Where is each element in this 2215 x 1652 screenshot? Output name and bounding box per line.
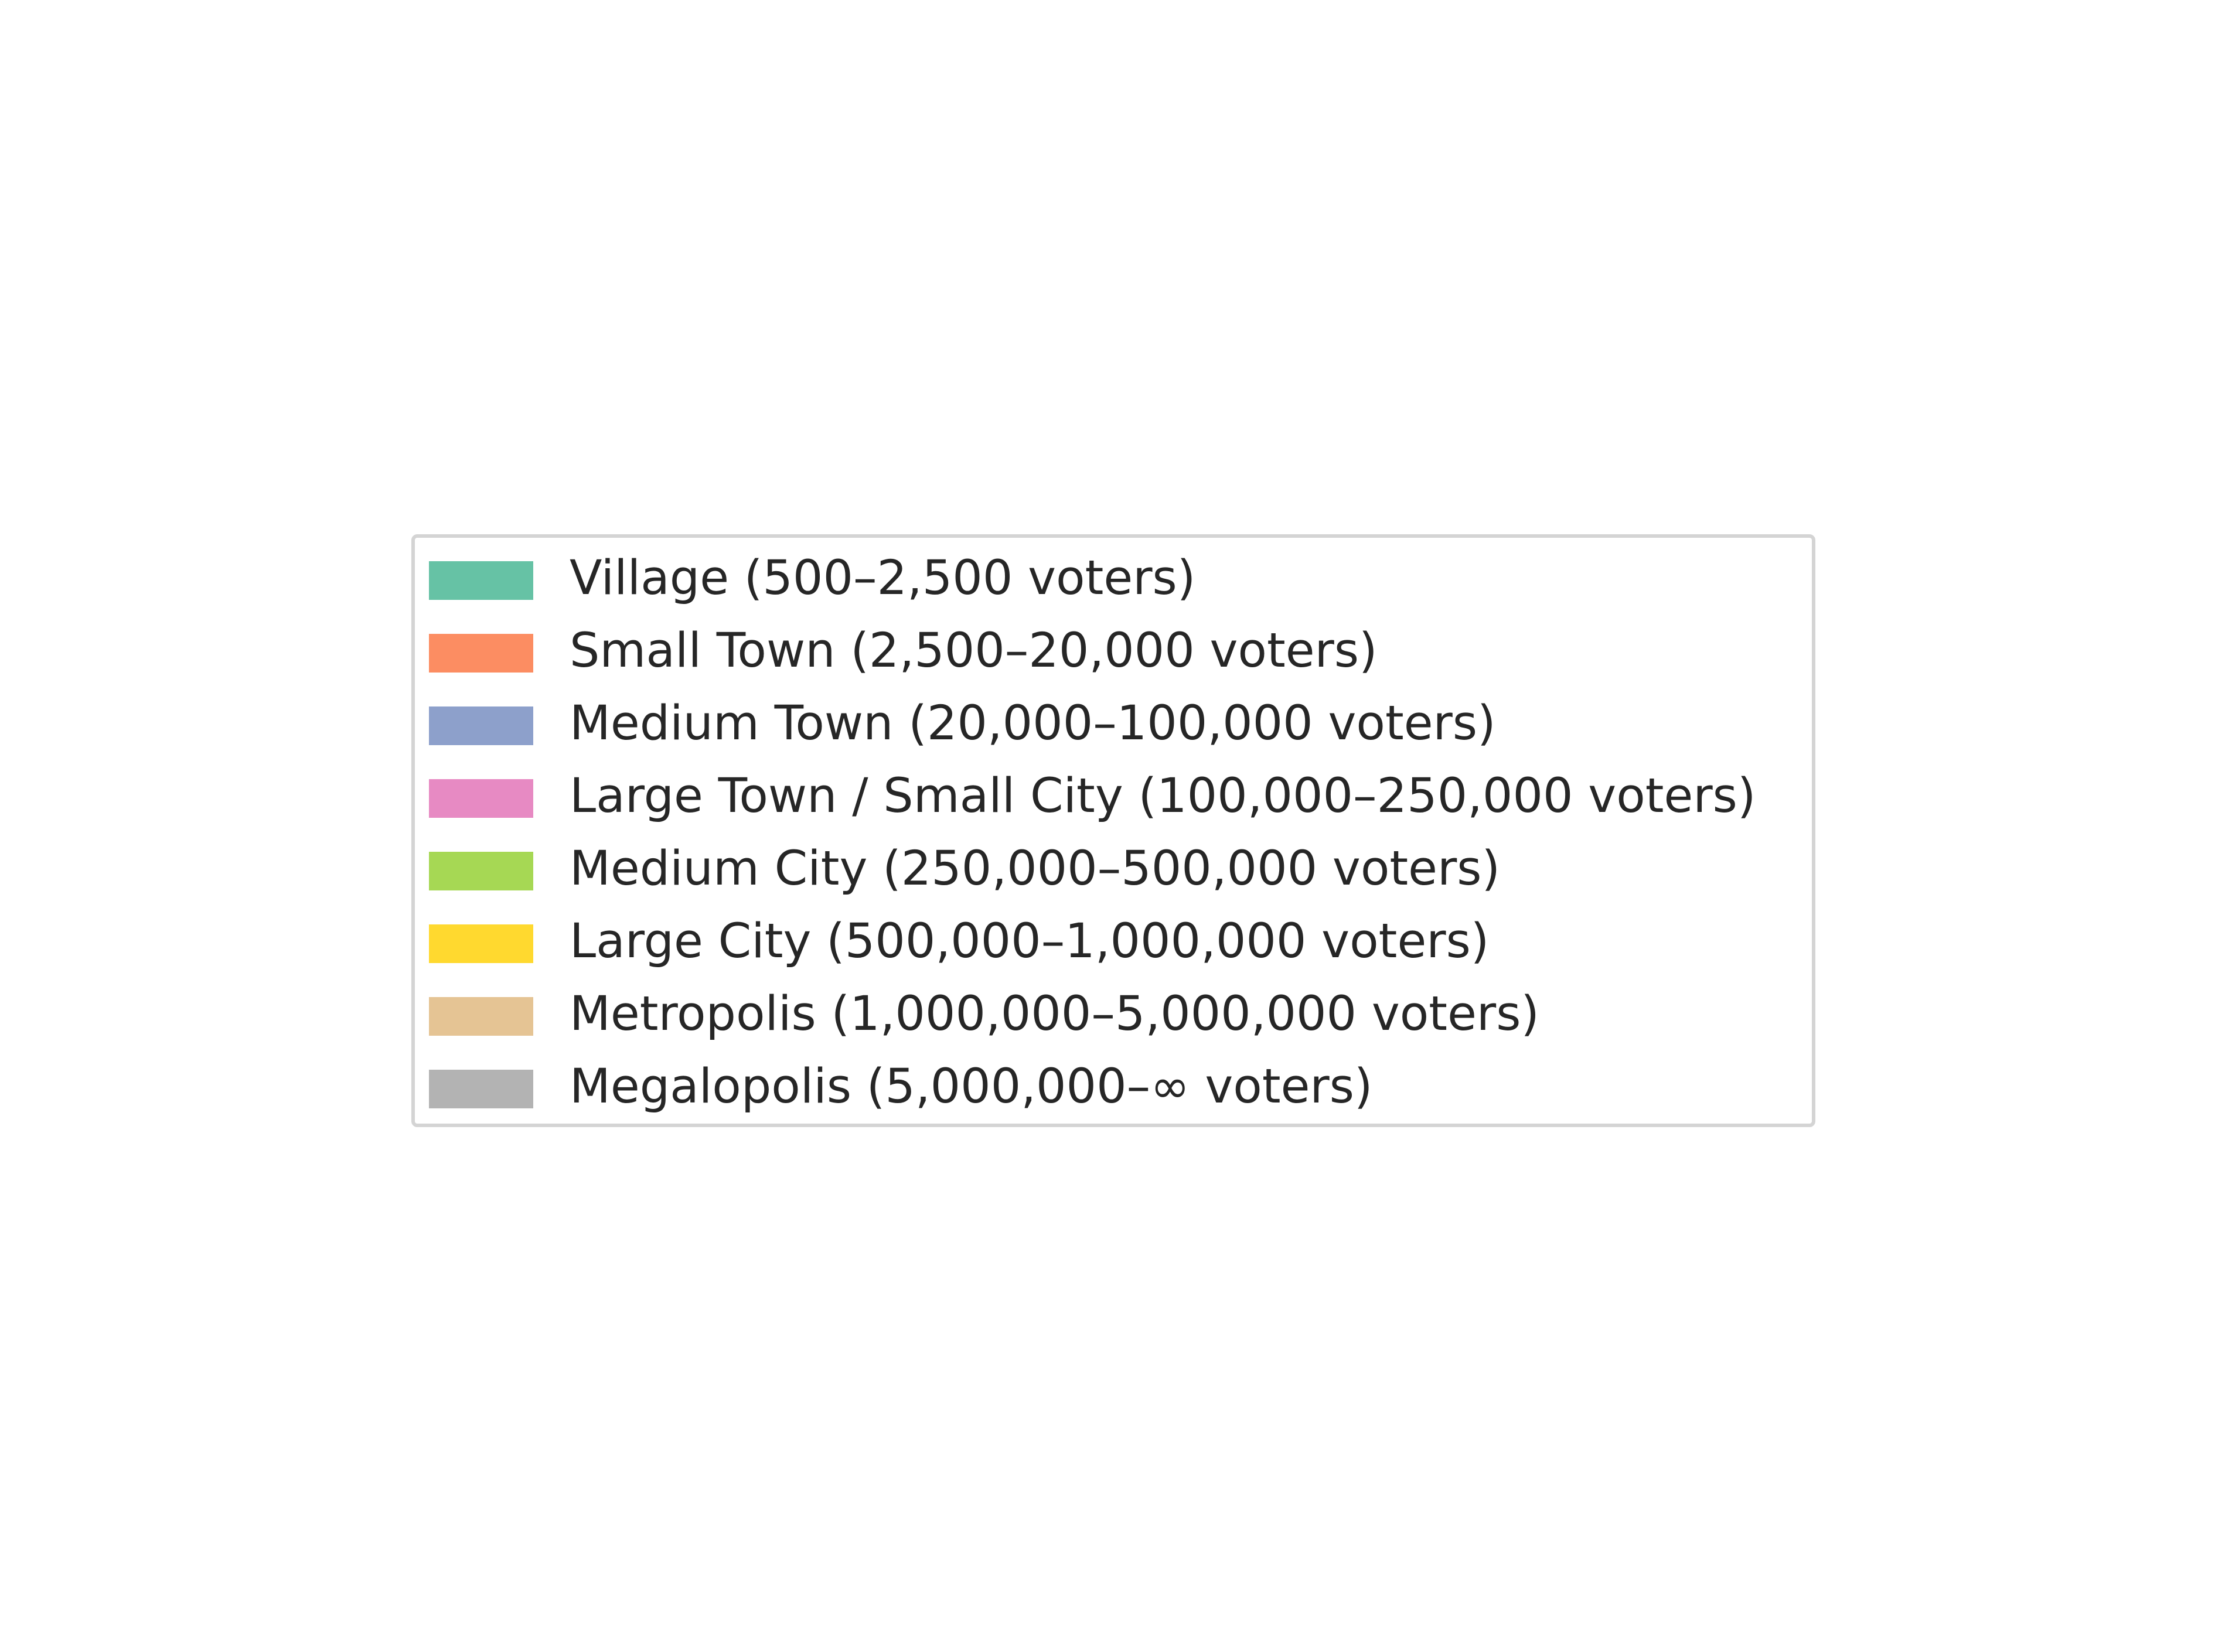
legend-box: Village (500–2,500 voters) Small Town (2,… (411, 534, 1815, 1127)
legend-item: Large City (500,000–1,000,000 voters) (415, 912, 1812, 971)
legend-label: Medium City (250,000–500,000 voters) (570, 841, 1501, 896)
legend-swatch (429, 924, 533, 963)
legend-item: Large Town / Small City (100,000–250,000… (415, 767, 1812, 825)
legend-swatch (429, 779, 533, 818)
legend-swatch (429, 1070, 533, 1108)
legend-item: Village (500–2,500 voters) (415, 549, 1812, 607)
legend-label: Large Town / Small City (100,000–250,000… (570, 769, 1756, 824)
legend-item: Medium City (250,000–500,000 voters) (415, 839, 1812, 898)
legend-label: Metropolis (1,000,000–5,000,000 voters) (570, 987, 1540, 1042)
legend-label: Medium Town (20,000–100,000 voters) (570, 696, 1496, 751)
legend-label: Village (500–2,500 voters) (570, 551, 1196, 606)
legend-item: Megalopolis (5,000,000–∞ voters) (415, 1057, 1812, 1116)
legend-label: Megalopolis (5,000,000–∞ voters) (570, 1059, 1373, 1114)
legend-item: Metropolis (1,000,000–5,000,000 voters) (415, 985, 1812, 1043)
legend-label: Small Town (2,500–20,000 voters) (570, 623, 1378, 678)
legend-swatch (429, 997, 533, 1036)
legend-swatch (429, 852, 533, 890)
legend-swatch (429, 634, 533, 673)
legend-swatch (429, 706, 533, 745)
legend-item: Medium Town (20,000–100,000 voters) (415, 694, 1812, 753)
legend-swatch (429, 561, 533, 600)
legend-label: Large City (500,000–1,000,000 voters) (570, 914, 1490, 969)
legend-item: Small Town (2,500–20,000 voters) (415, 622, 1812, 680)
